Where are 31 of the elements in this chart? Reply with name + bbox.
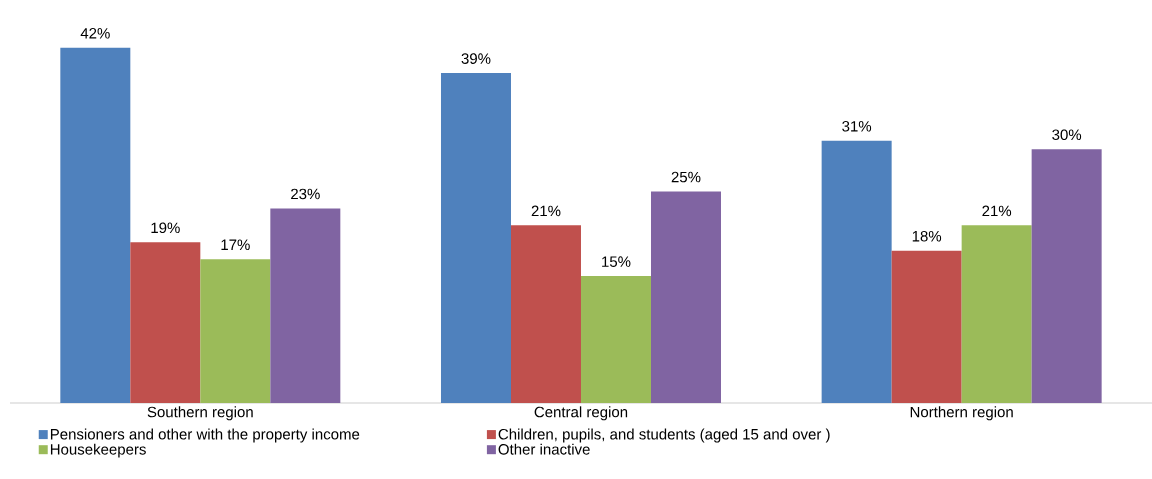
legend-label: Other inactive <box>498 443 590 455</box>
bar <box>650 191 721 403</box>
data-label: 39% <box>461 53 491 64</box>
bar <box>891 250 962 403</box>
bar <box>821 140 892 403</box>
bar <box>580 276 651 403</box>
data-label: 31% <box>842 120 872 132</box>
x-tick-label: Southern region <box>147 406 253 421</box>
data-label: 15% <box>602 256 631 267</box>
bar <box>130 242 201 403</box>
data-label: 42% <box>80 27 110 39</box>
data-label: 25% <box>671 171 701 183</box>
legend-label: Children, pupils, and students (aged 15 and over ) <box>498 428 830 443</box>
data-label: 23% <box>291 188 320 200</box>
bar <box>60 47 131 403</box>
bar <box>1031 149 1102 403</box>
bar <box>270 208 341 403</box>
x-tick-label: Northern region <box>910 406 1013 421</box>
x-tick-label: Central region <box>534 406 628 421</box>
legend-label: Housekeepers <box>50 443 146 458</box>
bar <box>200 259 271 403</box>
bar <box>440 73 511 403</box>
data-label: 21% <box>982 205 1012 217</box>
bar <box>961 225 1032 403</box>
data-label: 21% <box>531 205 561 217</box>
bar <box>510 225 581 403</box>
data-label: 19% <box>151 222 180 234</box>
data-label: 30% <box>1052 129 1082 141</box>
legend-label: Pensioners and other with the property income <box>50 428 360 443</box>
data-label: 17% <box>221 239 250 251</box>
data-label: 18% <box>912 230 942 242</box>
